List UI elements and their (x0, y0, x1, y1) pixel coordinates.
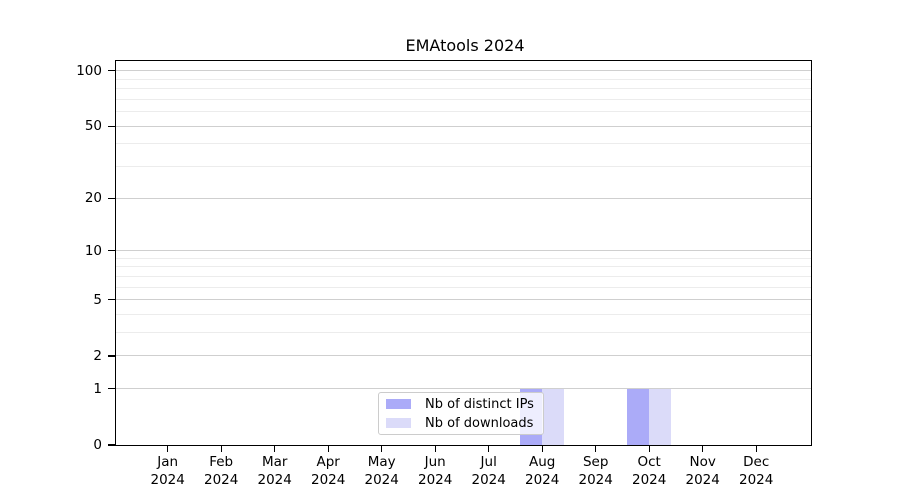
gridline-minor (116, 98, 811, 100)
x-tick-mark (488, 445, 490, 452)
gridline-minor (116, 314, 811, 315)
x-tick-label: Jun 2024 (418, 454, 452, 489)
x-tick-label-year: 2024 (418, 471, 453, 488)
y-tick-mark (108, 444, 116, 446)
x-tick-label-month: Apr (316, 454, 340, 470)
gridline-minor (116, 332, 811, 334)
x-tick-label: Nov 2024 (686, 454, 720, 489)
gridline-major (116, 355, 811, 357)
x-tick-label-year: 2024 (739, 471, 774, 488)
gridline-major (116, 70, 811, 72)
y-tick-label: 100 (76, 62, 102, 79)
gridline-minor (116, 166, 811, 168)
x-tick-label-year: 2024 (364, 471, 399, 488)
x-tick-label-year: 2024 (685, 471, 720, 488)
legend-entry-distinct-ips: Nb of distinct IPs (386, 397, 536, 412)
x-tick-mark (381, 445, 383, 452)
y-tick-mark (108, 197, 116, 199)
x-tick-mark (434, 445, 436, 452)
x-tick-label-month: Jul (480, 454, 497, 470)
y-tick-label: 2 (93, 347, 102, 364)
gridline-major (116, 299, 811, 301)
y-tick-mark (108, 70, 116, 72)
x-tick-mark (541, 445, 543, 452)
x-tick-label-month: Aug (528, 454, 556, 470)
legend-label-downloads: Nb of downloads (425, 415, 534, 431)
chart-title: EMAtools 2024 (405, 36, 525, 55)
x-tick-label-year: 2024 (632, 471, 667, 488)
x-tick-label-month: Nov (689, 454, 716, 470)
x-tick-mark (167, 445, 169, 452)
x-tick-label-month: May (367, 454, 396, 470)
y-tick-mark (108, 125, 116, 127)
legend-swatch-distinct-ips (386, 399, 411, 409)
x-tick-label-year: 2024 (311, 471, 346, 488)
x-tick-mark (648, 445, 650, 452)
gridline-major (116, 250, 811, 252)
x-tick-label-year: 2024 (525, 471, 560, 488)
x-tick-label-year: 2024 (150, 471, 185, 488)
x-tick-label: Sep 2024 (579, 454, 613, 489)
x-tick-label: Jan 2024 (151, 454, 185, 489)
x-tick-label: Dec 2024 (739, 454, 773, 489)
x-tick-label-year: 2024 (257, 471, 292, 488)
y-tick-mark (108, 299, 116, 301)
legend-label-distinct-ips: Nb of distinct IPs (425, 396, 534, 412)
y-tick-label: 10 (84, 242, 102, 259)
x-tick-label-month: Jun (424, 454, 446, 470)
gridline-minor (116, 111, 811, 113)
x-tick-label-month: Mar (261, 454, 288, 470)
x-tick-label: Jul 2024 (472, 454, 506, 489)
y-tick-mark (108, 355, 116, 357)
y-tick-label: 0 (93, 437, 102, 453)
gridline-major (116, 197, 811, 199)
legend-swatch-downloads (386, 418, 411, 428)
x-tick-label-month: Jan (157, 454, 179, 470)
gridline-minor (116, 143, 811, 145)
x-tick-mark (327, 445, 329, 452)
plot-area: 0 1 2 5 10 20 50 100 Jan 2024 Feb 2024 Mar 2024 Apr 202… (76, 60, 812, 488)
x-tick-label-year: 2024 (578, 471, 613, 488)
x-tick-mark (274, 445, 276, 452)
x-tick-label-month: Dec (743, 454, 770, 470)
bar-downloads (649, 388, 672, 445)
x-tick-label-month: Feb (209, 454, 234, 470)
x-tick-mark (220, 445, 222, 452)
gridline-major (116, 388, 811, 390)
x-tick-mark (755, 445, 757, 452)
legend-entry-downloads: Nb of downloads (386, 416, 536, 431)
x-tick-label: May 2024 (365, 454, 399, 489)
x-tick-label: Apr 2024 (311, 454, 345, 489)
gridline-minor (116, 286, 811, 288)
x-tick-label: Oct 2024 (632, 454, 666, 489)
x-tick-label-month: Sep (582, 454, 609, 470)
x-tick-mark (595, 445, 597, 452)
x-tick-label-year: 2024 (204, 471, 239, 488)
gridline-minor (116, 88, 811, 90)
x-tick-label: Mar 2024 (258, 454, 292, 489)
gridline-minor (116, 266, 811, 268)
y-tick-mark (108, 388, 116, 390)
y-tick-label: 1 (93, 380, 102, 397)
gridline-major (116, 125, 811, 127)
legend: Nb of distinct IPs Nb of downloads (378, 392, 544, 435)
x-tick-mark (702, 445, 704, 452)
y-tick-label: 5 (93, 291, 102, 308)
x-tick-label: Aug 2024 (525, 454, 559, 489)
x-tick-label-month: Oct (637, 454, 661, 470)
gridline-minor (116, 257, 811, 259)
y-tick-label: 50 (84, 118, 102, 135)
gridline-minor (116, 78, 811, 80)
gridline-minor (116, 275, 811, 277)
bar-downloads (542, 388, 565, 445)
y-tick-mark (108, 249, 116, 252)
bar-distinct-ips (627, 388, 650, 445)
y-tick-label: 20 (84, 190, 102, 207)
x-tick-label-year: 2024 (471, 471, 506, 488)
x-tick-label: Feb 2024 (204, 454, 238, 489)
